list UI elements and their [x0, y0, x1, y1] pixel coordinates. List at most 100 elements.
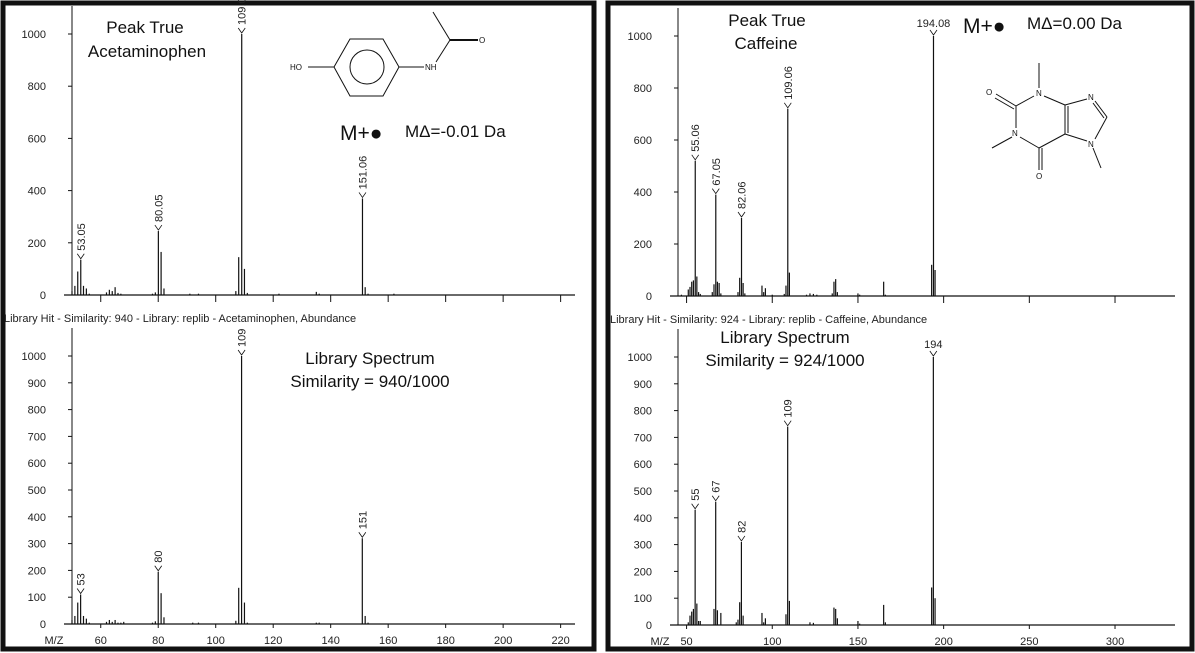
x-tick-label: 200: [934, 636, 952, 648]
peak-label: 109: [237, 329, 249, 347]
peak-label: 151.06: [357, 156, 369, 190]
atom-label: HO: [290, 63, 302, 72]
y-tick-label: 1000: [628, 352, 652, 364]
x-tick-label: 100: [207, 635, 225, 647]
peak-label: 80: [153, 550, 165, 562]
y-tick-label: 100: [28, 592, 46, 604]
peak-label: 82.06: [737, 181, 749, 209]
atom-label: O: [479, 36, 485, 45]
y-tick-label: 900: [634, 379, 652, 391]
peak-marker: [358, 532, 367, 538]
y-tick-label: 200: [634, 239, 652, 251]
peak-label: 55: [690, 489, 702, 501]
peak-label: 194.08: [917, 18, 951, 30]
y-tick-label: 400: [28, 186, 46, 198]
caffeine-library-hit-caption: Library Hit - Similarity: 924 - Library:…: [610, 314, 927, 326]
y-tick-label: 400: [634, 513, 652, 525]
y-tick-label: 600: [634, 459, 652, 471]
x-tick-label: 100: [763, 636, 781, 648]
y-tick-label: 1000: [22, 29, 46, 41]
y-tick-label: 900: [28, 378, 46, 390]
caffeine-mass-error: MΔ=0.00 Da: [1027, 14, 1123, 33]
y-tick-label: 400: [28, 512, 46, 524]
x-tick-label: 250: [1020, 636, 1038, 648]
peak-marker: [783, 420, 792, 427]
y-tick-label: 0: [40, 290, 46, 302]
peak-label: 55.06: [690, 124, 702, 152]
acetaminophen-library-hit-caption: Library Hit - Similarity: 940 - Library:…: [4, 313, 356, 325]
x-axis-label: M/Z: [651, 636, 670, 648]
peak-marker: [783, 102, 792, 109]
peak-label: 67: [711, 480, 723, 492]
atom-label: N: [1088, 93, 1094, 102]
right-panel-border: [605, 0, 1195, 652]
peak-marker: [76, 588, 85, 595]
atom-label: NH: [425, 63, 437, 72]
peak-marker: [929, 29, 938, 36]
peak-label: 67.05: [711, 158, 723, 186]
spectrum-chart-1: 0 200 400 600 800 1000 53.05 80.05 109.05 151.06: [22, 0, 575, 302]
y-tick-label: 800: [634, 83, 652, 95]
peak-marker: [76, 253, 85, 260]
x-axis-label: M/Z: [45, 635, 64, 647]
left-panel-border: [0, 0, 597, 652]
x-tick-label: 150: [849, 636, 867, 648]
x-tick-label: 300: [1106, 636, 1124, 648]
atom-label: N: [1012, 129, 1018, 138]
peak-label: 109.05: [237, 0, 249, 25]
peak-marker: [737, 211, 746, 218]
caffeine-molecular-ion: M+●: [963, 15, 1005, 38]
peak-label: 151: [357, 511, 369, 529]
peak-marker: [691, 154, 700, 161]
y-tick-label: 100: [634, 593, 652, 605]
x-tick-label: 160: [379, 635, 397, 647]
y-tick-label: 700: [28, 431, 46, 443]
peak-marker: [737, 535, 746, 542]
y-tick-label: 600: [634, 135, 652, 147]
x-tick-label: 80: [152, 635, 164, 647]
y-tick-label: 700: [634, 432, 652, 444]
y-tick-label: 1000: [628, 31, 652, 43]
peak-marker: [154, 565, 163, 572]
caffeine-sample-title-2: Caffeine: [734, 34, 797, 53]
x-tick-label: 200: [494, 635, 512, 647]
acetaminophen-structure: HO NH O: [290, 11, 485, 97]
y-tick-label: 400: [634, 187, 652, 199]
peak-label: 80.05: [153, 195, 165, 223]
y-tick-label: 1000: [22, 351, 46, 363]
y-tick-label: 500: [634, 486, 652, 498]
y-tick-label: 800: [634, 406, 652, 418]
y-tick-label: 0: [646, 291, 652, 303]
peak-marker: [711, 188, 720, 195]
peak-label: 53: [76, 573, 88, 585]
caffeine-library-title-2: Similarity = 924/1000: [705, 351, 864, 370]
acetaminophen-sample-title-1: Peak True: [106, 18, 184, 37]
y-tick-label: 200: [28, 565, 46, 577]
spectrum-chart-2: 0 100 200 300 400 500 600 700 800 900 1000 60 80 100 1…: [22, 328, 575, 647]
peak-marker: [358, 192, 367, 199]
peak-marker: [237, 27, 246, 34]
spectrum-chart-3: 0 200 400 600 800 1000 55.06 67.05 82.06 109.06 19…: [628, 8, 1175, 303]
peak-label: 109.06: [783, 66, 795, 100]
peak-label: 53.05: [76, 223, 88, 251]
acetaminophen-library-title-2: Similarity = 940/1000: [290, 372, 449, 391]
y-tick-label: 0: [40, 619, 46, 631]
peak-marker: [691, 503, 699, 510]
peak-marker: [711, 495, 720, 502]
x-tick-label: 140: [322, 635, 340, 647]
x-tick-label: 50: [680, 636, 692, 648]
caffeine-structure: O N N N N O: [986, 63, 1108, 181]
atom-label: O: [986, 88, 992, 97]
y-tick-label: 300: [28, 539, 46, 551]
atom-label: N: [1036, 89, 1042, 98]
x-tick-label: 220: [551, 635, 569, 647]
peak-label: 82: [736, 521, 748, 533]
peak-label: 194: [924, 339, 942, 351]
peak-marker: [929, 350, 938, 357]
y-tick-label: 0: [646, 620, 652, 632]
acetaminophen-sample-title-2: Acetaminophen: [88, 42, 206, 61]
peak-marker: [154, 224, 163, 231]
spectrum-chart-4: 0 100 200 300 400 500 600 700 800 900 1000 50 100 150…: [628, 329, 1175, 648]
y-tick-label: 800: [28, 405, 46, 417]
